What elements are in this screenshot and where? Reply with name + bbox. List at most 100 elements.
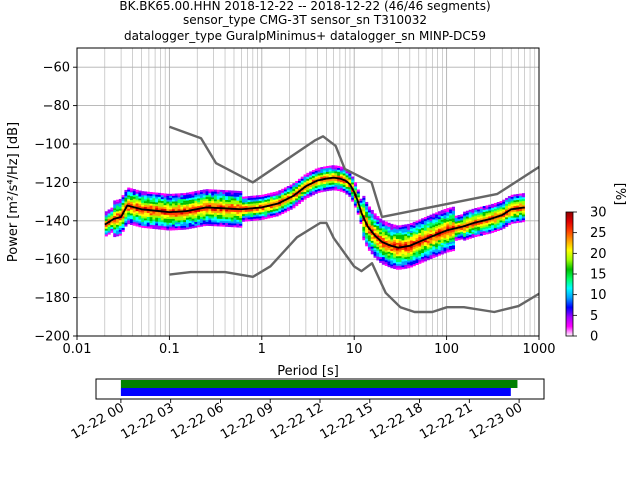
histogram-cell [451, 220, 456, 223]
histogram-cell [404, 239, 408, 242]
histogram-cell [435, 254, 439, 257]
histogram-cell [169, 228, 173, 231]
histogram-cell [421, 233, 425, 236]
histogram-cell [421, 243, 425, 246]
histogram-cell [387, 226, 391, 229]
histogram-cell [370, 238, 374, 241]
histogram-cell [334, 184, 338, 187]
histogram-cell [258, 204, 262, 207]
histogram-cell [169, 201, 173, 204]
histogram-cell [275, 210, 279, 213]
histogram-cell [208, 193, 212, 196]
histogram-cell [516, 215, 520, 218]
histogram-cell [351, 176, 355, 179]
histogram-cell [404, 224, 408, 227]
histogram-cell [474, 217, 478, 220]
histogram-cell [180, 197, 184, 200]
histogram-cell [432, 248, 436, 251]
histogram-cell [124, 212, 128, 216]
histogram-cell [216, 201, 220, 204]
histogram-cell [348, 188, 352, 192]
histogram-cell [398, 254, 402, 257]
histogram-cell [208, 223, 212, 226]
histogram-cell [401, 240, 405, 243]
histogram-cell [415, 220, 419, 223]
histogram-cell [443, 216, 447, 219]
histogram-cell [183, 219, 187, 223]
histogram-cell [236, 206, 240, 209]
histogram-cell [502, 222, 506, 225]
histogram-cell [157, 223, 162, 226]
histogram-cell [423, 236, 428, 239]
histogram-cell [113, 223, 117, 226]
histogram-cell [421, 235, 425, 238]
histogram-cell [194, 221, 198, 224]
histogram-cell [521, 193, 525, 196]
histogram-cell [496, 205, 500, 208]
histogram-cell [180, 218, 184, 221]
histogram-cell [334, 175, 338, 178]
histogram-cell [474, 215, 478, 218]
histogram-cell [152, 199, 156, 203]
histogram-cell [194, 223, 198, 226]
histogram-cell [132, 196, 136, 199]
histogram-cell [367, 206, 372, 209]
histogram-cell [216, 205, 220, 208]
histogram-cell [180, 221, 184, 225]
histogram-cell [499, 212, 503, 215]
histogram-cell [370, 234, 374, 238]
histogram-cell [149, 201, 153, 204]
histogram-cell [384, 236, 388, 240]
histogram-cell [107, 217, 111, 220]
histogram-cell [477, 226, 481, 229]
histogram-cell [521, 216, 525, 219]
histogram-cell [370, 242, 374, 245]
histogram-cell [440, 229, 444, 232]
histogram-cell [295, 203, 299, 207]
histogram-cell [502, 199, 506, 202]
histogram-cell [387, 240, 391, 243]
histogram-cell [407, 266, 411, 269]
histogram-cell [180, 214, 184, 217]
histogram-cell [384, 229, 388, 232]
histogram-cell [264, 201, 268, 204]
histogram-cell [107, 219, 111, 222]
histogram-cell [241, 198, 246, 201]
histogram-cell [488, 231, 492, 234]
histogram-cell [233, 209, 237, 212]
histogram-cell [149, 213, 153, 216]
histogram-cell [325, 167, 330, 170]
histogram-cell [384, 231, 388, 234]
histogram-cell [163, 228, 167, 231]
histogram-cell [208, 204, 212, 207]
histogram-cell [521, 214, 525, 217]
histogram-cell [479, 218, 483, 221]
histogram-cell [446, 240, 450, 243]
histogram-cell [253, 214, 257, 217]
histogram-cell [289, 199, 293, 203]
histogram-cell [449, 215, 453, 218]
histogram-cell [202, 197, 206, 200]
histogram-cell [339, 180, 344, 183]
histogram-cell [325, 165, 330, 169]
histogram-cell [275, 193, 279, 196]
histogram-cell [309, 179, 313, 182]
histogram-cell [121, 195, 125, 198]
histogram-cell [292, 200, 296, 203]
histogram-cell [152, 219, 156, 222]
histogram-cell [292, 188, 296, 191]
histogram-cell [339, 185, 344, 188]
histogram-cell [325, 181, 330, 184]
histogram-cell [174, 226, 178, 229]
histogram-cell [255, 210, 260, 213]
histogram-cell [471, 212, 475, 215]
histogram-cell [323, 170, 327, 173]
histogram-cell [205, 198, 209, 201]
histogram-cell [208, 216, 212, 219]
histogram-cell [317, 177, 321, 180]
histogram-cell [233, 225, 237, 228]
histogram-cell [471, 224, 475, 227]
histogram-cell [272, 211, 276, 214]
histogram-cell [432, 242, 436, 245]
histogram-cell [286, 207, 290, 210]
